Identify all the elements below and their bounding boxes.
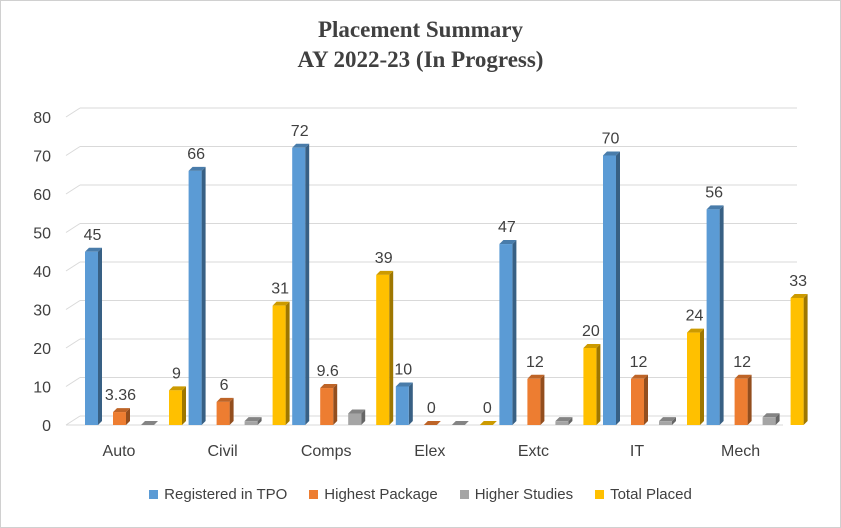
bar-comps-higher-studies <box>348 409 366 425</box>
data-label: 20 <box>582 323 600 340</box>
data-label: 6 <box>220 377 229 394</box>
gridline-side <box>65 223 81 233</box>
legend-label: Total Placed <box>610 486 692 503</box>
x-category-label: IT <box>630 443 644 460</box>
y-tick-label: 30 <box>33 303 51 320</box>
legend-item: Registered in TPO <box>149 486 287 503</box>
gridline-side <box>65 146 81 156</box>
bar-extc-higher-studies <box>555 417 573 425</box>
bar-it-registered-in-tpo <box>603 151 620 425</box>
gridline-side <box>65 377 81 387</box>
bar-comps-total-placed <box>376 270 394 425</box>
data-label: 47 <box>498 219 516 236</box>
data-label: 31 <box>271 281 289 298</box>
gridline-side <box>65 338 81 349</box>
data-label: 70 <box>602 131 620 148</box>
bar-comps-registered-in-tpo <box>292 143 310 426</box>
data-label: 12 <box>630 354 648 371</box>
data-label: 24 <box>686 308 704 325</box>
gridline-side <box>65 107 81 118</box>
y-tick-label: 60 <box>33 187 51 204</box>
gridline-side <box>65 261 81 272</box>
y-tick-label: 20 <box>33 341 51 358</box>
bar-extc-highest-package <box>527 374 545 425</box>
bar-elex-registered-in-tpo <box>395 382 413 425</box>
gridline-side <box>65 415 81 426</box>
legend-swatch <box>595 490 605 499</box>
bar-mech-total-placed <box>790 293 808 425</box>
bar-comps-highest-package <box>320 384 338 425</box>
data-label: 12 <box>526 354 544 371</box>
chart-legend: Registered in TPO Highest Package Higher S… <box>0 486 841 503</box>
bar-elex-total-placed <box>479 421 497 425</box>
bar-elex-highest-package <box>423 421 441 425</box>
data-label: 0 <box>483 400 492 417</box>
bar-extc-registered-in-tpo <box>499 240 517 425</box>
bar-civil-total-placed <box>272 301 290 425</box>
gridline-side <box>65 300 81 310</box>
y-tick-label: 40 <box>33 264 51 281</box>
bar-extc-total-placed <box>583 344 601 425</box>
legend-item: Highest Package <box>309 486 438 503</box>
data-label: 56 <box>705 184 723 201</box>
y-tick-label: 80 <box>33 110 51 127</box>
data-label: 9 <box>172 365 181 382</box>
legend-label: Registered in TPO <box>164 486 288 503</box>
gridline-side <box>65 184 81 195</box>
legend-swatch <box>149 490 159 499</box>
data-label: 39 <box>375 250 393 267</box>
bar-mech-registered-in-tpo <box>706 205 724 425</box>
bar-auto-total-placed <box>169 386 186 425</box>
data-label: 0 <box>427 400 436 417</box>
x-category-label: Civil <box>207 443 237 460</box>
bar-elex-higher-studies <box>451 421 469 425</box>
bar-it-highest-package <box>631 374 648 425</box>
y-tick-label: 10 <box>33 380 51 397</box>
legend-item: Higher Studies <box>459 486 574 503</box>
y-tick-label: 70 <box>33 149 51 166</box>
chart-subtitle: AY 2022-23 (In Progress) <box>297 47 544 72</box>
data-label: 12 <box>733 354 751 371</box>
y-tick-label: 0 <box>42 418 51 435</box>
y-tick-label: 50 <box>33 226 51 243</box>
bar-civil-higher-studies <box>244 417 262 425</box>
legend-label: Higher Studies <box>474 486 574 503</box>
x-category-label: Auto <box>103 443 136 460</box>
data-label: 33 <box>789 273 807 290</box>
bar-civil-registered-in-tpo <box>188 166 206 425</box>
x-category-label: Comps <box>301 443 352 460</box>
legend-label: Highest Package <box>324 486 438 503</box>
bar-mech-higher-studies <box>762 413 780 425</box>
x-category-label: Extc <box>518 443 549 460</box>
data-label: 72 <box>291 123 309 140</box>
bar-mech-highest-package <box>734 374 752 425</box>
bar-it-higher-studies <box>659 417 676 425</box>
bar-civil-highest-package <box>216 397 234 425</box>
data-label: 66 <box>187 146 205 163</box>
legend-item: Total Placed <box>595 486 692 503</box>
bar-auto-registered-in-tpo <box>85 247 102 425</box>
legend-swatch <box>309 490 319 499</box>
chart-title: Placement Summary <box>317 17 524 42</box>
data-label: 45 <box>84 227 102 244</box>
x-category-label: Mech <box>721 443 760 460</box>
legend-swatch <box>459 490 469 499</box>
bar-auto-highest-package <box>113 408 130 425</box>
bar-it-total-placed <box>687 328 704 425</box>
bar-auto-higher-studies <box>141 421 158 425</box>
data-label: 3.36 <box>105 387 136 404</box>
data-label: 10 <box>394 362 412 379</box>
data-label: 9.6 <box>317 363 339 380</box>
x-category-label: Elex <box>414 443 445 460</box>
